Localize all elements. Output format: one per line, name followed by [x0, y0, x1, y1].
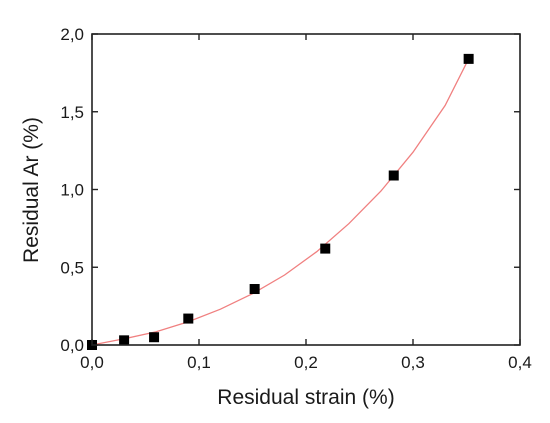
x-tick-labels: 0,0 0,1 0,2 0,3 0,4: [80, 353, 532, 372]
y-tick-label: 2,0: [60, 25, 84, 44]
y-axis-label: Residual Ar (%): [20, 117, 43, 263]
data-point: [320, 243, 331, 254]
data-point: [249, 284, 260, 295]
x-axis-label: Residual strain (%): [217, 386, 394, 409]
data-point: [119, 335, 130, 346]
x-tick-label: 0,3: [401, 353, 425, 372]
axis-ticks: [91, 33, 521, 346]
plot-frame: [91, 33, 521, 346]
y-tick-label: 1,5: [60, 103, 84, 122]
y-tick-label: 1,0: [60, 181, 84, 200]
x-tick-label: 0,4: [508, 353, 532, 372]
x-tick-label: 0,1: [187, 353, 211, 372]
x-tick-label: 0,2: [294, 353, 318, 372]
y-tick-labels: 0,0 0,5 1,0 1,5 2,0: [60, 25, 84, 355]
data-point: [149, 332, 160, 343]
x-tick-label: 0,0: [80, 353, 104, 372]
fit-curve: [91, 58, 470, 346]
data-point: [463, 53, 474, 64]
data-points: [87, 53, 474, 350]
data-point: [183, 313, 194, 324]
data-point: [388, 170, 399, 181]
y-tick-label: 0,0: [60, 336, 84, 355]
y-tick-label: 0,5: [60, 258, 84, 277]
